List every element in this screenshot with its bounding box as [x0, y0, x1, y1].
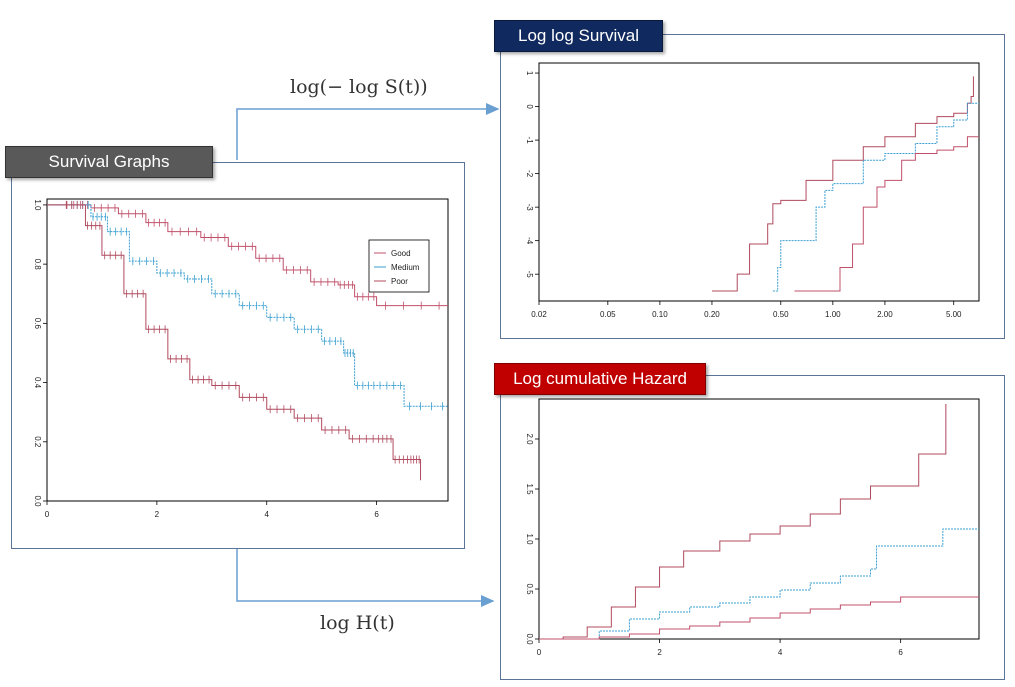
formula-bottom: log H(t): [320, 612, 395, 634]
arrow-to-loglog: [236, 103, 500, 160]
x-tick-label: 0.05: [600, 310, 616, 319]
x-tick-label: 0.20: [704, 310, 720, 319]
x-tick-label: 2: [657, 648, 662, 657]
series-line-poor: [539, 404, 947, 640]
y-tick-label: 1.5: [525, 483, 534, 495]
formula-top: log(− log S(t)): [290, 76, 428, 98]
x-tick-label: 1.00: [825, 310, 841, 319]
x-tick-label: 0.50: [773, 310, 789, 319]
survival-title-tag: Survival Graphs: [5, 146, 213, 178]
legend-box: [368, 239, 430, 293]
y-tick-label: -2: [525, 170, 534, 178]
legend-label-medium: Medium: [391, 263, 420, 272]
y-tick-label: 1.0: [33, 199, 42, 211]
cumhaz-panel: 0 2 4 6 0.0 0.5 1.0 1.5 2.0: [500, 375, 1005, 680]
y-tick-label: 0.6: [33, 318, 42, 330]
y-tick-label: 2.0: [525, 433, 534, 445]
y-tick-label: 0.5: [525, 583, 534, 595]
survival-panel: 0 2 4 6 0.0 0.2 0.4 0.6 0.8 1.0 Good Medium Poor: [11, 162, 465, 549]
arrow-to-cumhaz: [236, 548, 495, 607]
y-tick-label: 0.8: [33, 259, 42, 271]
x-tick-label: 5.00: [946, 310, 962, 319]
x-tick-label: 4: [778, 648, 783, 657]
y-tick-label: -5: [525, 271, 534, 279]
series-line-poor: [47, 204, 422, 481]
plot-frame: [46, 198, 449, 502]
series-line-good: [47, 204, 448, 307]
x-tick-label: 0: [45, 510, 50, 519]
x-tick-label: 6: [898, 648, 903, 657]
survival-chart: 0 2 4 6 0.0 0.2 0.4 0.6 0.8 1.0 Good Medium Poor: [33, 198, 449, 519]
plot-frame: [538, 398, 980, 640]
x-tick-label: 0: [537, 648, 542, 657]
x-tick-label: 0.02: [531, 310, 547, 319]
loglog-title-tag: Log log Survival: [494, 20, 663, 52]
cumhaz-chart: 0 2 4 6 0.0 0.5 1.0 1.5 2.0: [525, 398, 980, 657]
series-line-good: [539, 596, 979, 640]
y-tick-label: 0.0: [525, 633, 534, 645]
x-tick-label: 2.00: [877, 310, 893, 319]
legend-label-poor: Poor: [391, 277, 408, 286]
y-tick-label: 0.0: [33, 495, 42, 507]
series-line-medium: [539, 528, 979, 640]
series-line-medium: [772, 102, 979, 292]
loglog-chart: 0.02 0.05 0.10 0.20 0.50 1.00 2.00 5.00 1 0 -1 -2 -3…: [525, 62, 980, 319]
y-tick-label: 0: [525, 104, 534, 109]
cumhaz-title-tag: Log cumulative Hazard: [494, 363, 706, 395]
plot-frame: [538, 62, 980, 302]
x-tick-label: 6: [374, 510, 379, 519]
y-tick-label: 1: [525, 71, 534, 76]
y-tick-label: 1.0: [525, 533, 534, 545]
y-tick-label: -4: [525, 237, 534, 245]
y-tick-label: -3: [525, 204, 534, 212]
x-tick-label: 4: [264, 510, 269, 519]
series-line-medium: [47, 204, 448, 407]
legend-label-good: Good: [391, 249, 411, 258]
series-line-good: [794, 136, 979, 292]
y-tick-label: 0.4: [33, 377, 42, 389]
x-tick-label: 2: [155, 510, 160, 519]
loglog-panel: 0.02 0.05 0.10 0.20 0.50 1.00 2.00 5.00 1 0 -1 -2 -3…: [500, 34, 1005, 339]
y-tick-label: -1: [525, 137, 534, 145]
y-tick-label: 0.2: [33, 436, 42, 448]
x-tick-label: 0.10: [652, 310, 668, 319]
